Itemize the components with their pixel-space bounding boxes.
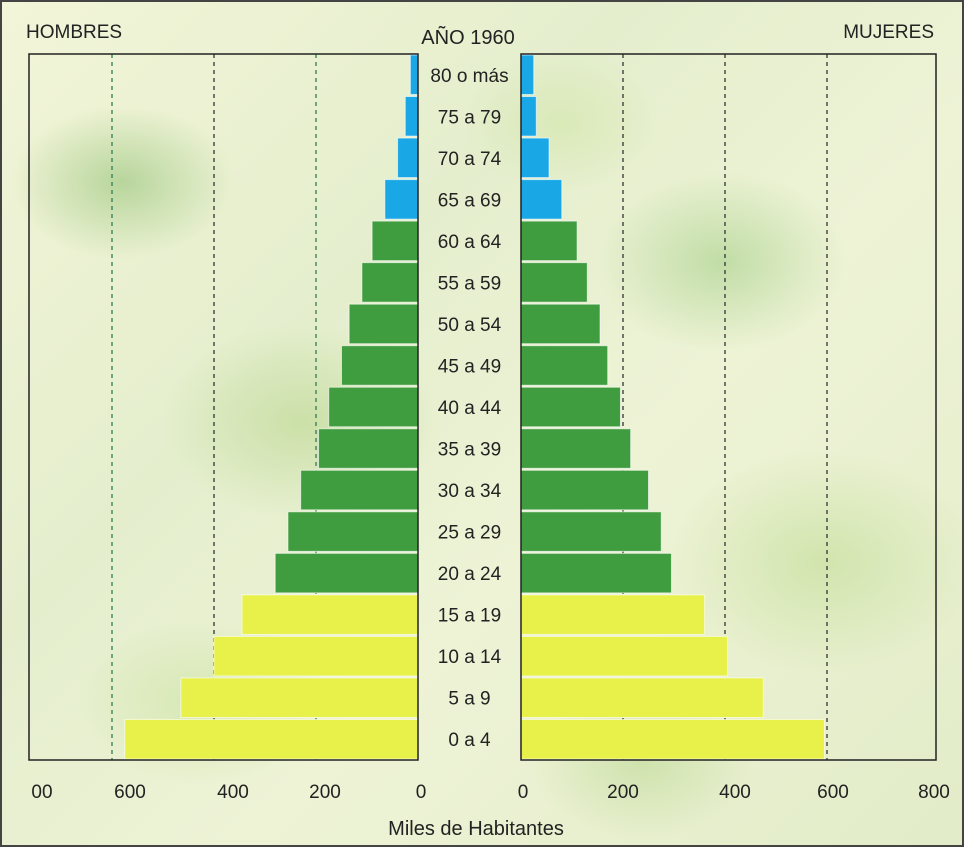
- bar-men-6: [348, 303, 419, 345]
- men-plot-frame: [28, 53, 419, 761]
- x-tick-men: 600: [114, 782, 146, 803]
- age-group-label: 30 a 34: [438, 481, 502, 502]
- left-group-label: HOMBRES: [26, 22, 122, 43]
- bar-men-8: [328, 386, 419, 428]
- x-tick-women: 0: [518, 782, 529, 803]
- x-tick-women: 400: [719, 782, 751, 803]
- age-group-label: 65 a 69: [438, 190, 501, 211]
- bar-women-12: [520, 552, 672, 594]
- bar-men-13: [241, 594, 419, 635]
- age-group-label: 70 a 74: [438, 149, 502, 170]
- bar-men-2: [397, 137, 419, 179]
- x-tick-men: 00: [31, 782, 52, 803]
- right-group-label: MUJERES: [843, 22, 934, 43]
- x-tick-women: 600: [817, 782, 849, 803]
- bar-men-12: [274, 552, 419, 594]
- bar-women-6: [520, 303, 601, 345]
- bar-women-13: [520, 594, 706, 635]
- women-plot-frame: [520, 53, 937, 761]
- bar-women-4: [520, 220, 578, 262]
- age-group-label: 0 a 4: [448, 730, 491, 751]
- bar-women-15: [520, 677, 764, 718]
- age-group-label: 45 a 49: [438, 356, 501, 377]
- bar-men-15: [180, 677, 419, 718]
- bar-women-5: [520, 262, 588, 303]
- x-tick-men: 400: [217, 782, 249, 803]
- bar-women-7: [520, 345, 609, 386]
- bar-women-8: [520, 386, 621, 428]
- bar-women-9: [520, 428, 632, 469]
- bar-men-3: [384, 179, 419, 220]
- bar-women-1: [520, 96, 537, 137]
- age-group-label: 35 a 39: [438, 440, 501, 461]
- age-group-label: 5 a 9: [448, 689, 490, 710]
- age-group-label: 60 a 64: [438, 232, 502, 253]
- bar-women-11: [520, 511, 662, 552]
- chart-title: AÑO 1960: [421, 25, 514, 49]
- bar-men-9: [318, 428, 419, 469]
- x-tick-men: 0: [416, 782, 427, 803]
- bar-women-0: [520, 54, 535, 96]
- bar-women-2: [520, 137, 550, 179]
- age-group-label: 50 a 54: [438, 315, 502, 336]
- age-group-label: 20 a 24: [438, 564, 502, 585]
- bar-men-14: [213, 635, 419, 677]
- age-group-label: 80 o más: [430, 66, 508, 87]
- x-axis-label: Miles de Habitantes: [388, 818, 564, 840]
- bar-men-5: [361, 262, 419, 303]
- bar-men-10: [300, 469, 419, 511]
- bar-men-16: [124, 718, 419, 760]
- bar-men-4: [371, 220, 419, 262]
- bar-women-3: [520, 179, 563, 220]
- x-tick-women: 200: [607, 782, 639, 803]
- x-tick-men: 200: [309, 782, 341, 803]
- bar-men-11: [287, 511, 419, 552]
- age-group-label: 15 a 19: [438, 606, 501, 627]
- bar-men-1: [404, 96, 419, 137]
- age-group-label: 40 a 44: [438, 398, 502, 419]
- bar-men-0: [409, 54, 419, 96]
- age-group-label: 10 a 14: [438, 647, 502, 668]
- bar-women-16: [520, 718, 825, 760]
- bar-women-14: [520, 635, 729, 677]
- bar-men-7: [341, 345, 419, 386]
- age-group-label: 75 a 79: [438, 107, 501, 128]
- x-tick-women: 800: [918, 782, 950, 803]
- age-group-label: 55 a 59: [438, 273, 501, 294]
- age-group-label: 25 a 29: [438, 523, 501, 544]
- bar-women-10: [520, 469, 649, 511]
